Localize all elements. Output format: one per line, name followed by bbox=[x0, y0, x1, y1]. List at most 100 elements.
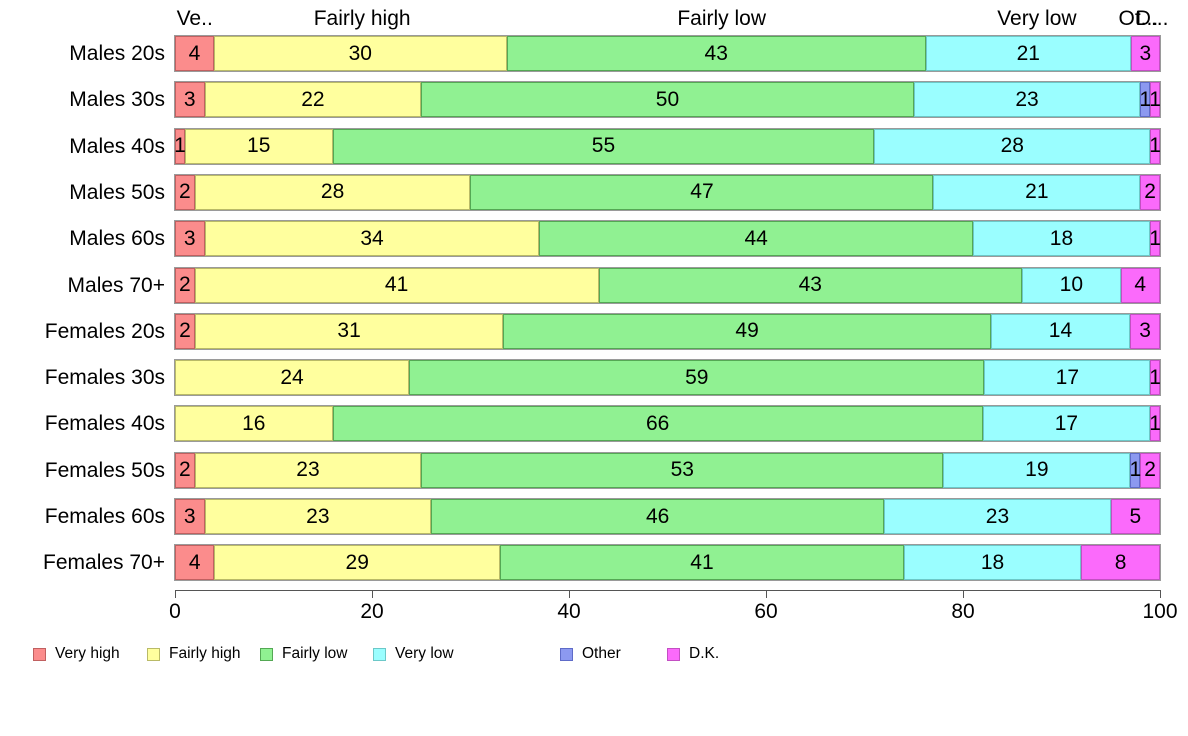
bar-segment-other[interactable]: 1 bbox=[1130, 452, 1141, 488]
category-label: Females 40s bbox=[44, 412, 165, 436]
x-axis-tick-label: 60 bbox=[754, 600, 778, 623]
legend-swatch-icon bbox=[560, 647, 573, 661]
bar-segment-fairly-low[interactable]: 41 bbox=[500, 545, 904, 581]
bar-segment-very-low[interactable]: 18 bbox=[972, 221, 1151, 257]
bar-segment-very-high[interactable]: 4 bbox=[175, 36, 214, 71]
bar-segment-fairly-low[interactable]: 49 bbox=[503, 313, 991, 349]
bar-segment-very-low[interactable]: 23 bbox=[913, 82, 1141, 118]
bar-segment-very-high[interactable]: 2 bbox=[175, 267, 195, 303]
legend-swatch-icon bbox=[147, 647, 160, 661]
segment-value-label: 4 bbox=[1134, 273, 1147, 296]
bar-segment-d-k[interactable]: 4 bbox=[1120, 267, 1160, 303]
bar-segment-fairly-high[interactable]: 41 bbox=[194, 267, 599, 303]
bar-segment-fairly-low[interactable]: 46 bbox=[431, 499, 885, 534]
legend-item-fairly-low[interactable]: Fairly low bbox=[260, 645, 347, 662]
bar-segment-d-k[interactable]: 2 bbox=[1140, 452, 1160, 488]
bar-segment-fairly-high[interactable]: 23 bbox=[194, 452, 422, 488]
bar-segment-fairly-low[interactable]: 43 bbox=[506, 36, 926, 71]
x-axis-tick-label: 80 bbox=[951, 600, 975, 623]
segment-value-label: 46 bbox=[645, 504, 670, 528]
bar-segment-fairly-high[interactable]: 31 bbox=[194, 313, 504, 349]
legend-item-other[interactable]: Other bbox=[560, 645, 621, 662]
segment-value-label: 3 bbox=[183, 226, 196, 250]
bar-segment-fairly-low[interactable]: 43 bbox=[598, 267, 1023, 303]
bar-segment-fairly-high[interactable]: 23 bbox=[204, 499, 432, 534]
segment-value-label: 23 bbox=[306, 504, 330, 528]
bar-segment-fairly-low[interactable]: 53 bbox=[421, 452, 944, 488]
legend-item-very-high[interactable]: Very high bbox=[33, 645, 120, 662]
bar-row: 2 23 53 19 1 2 bbox=[174, 451, 1161, 489]
bar-segment-d-k[interactable]: 3 bbox=[1130, 313, 1160, 349]
bar-segment-fairly-high[interactable]: 24 bbox=[175, 360, 410, 396]
segment-value-label: 15 bbox=[247, 134, 271, 158]
x-axis-tick bbox=[1160, 590, 1161, 598]
bar-segment-d-k[interactable]: 1 bbox=[1149, 406, 1161, 442]
bar-segment-fairly-low[interactable]: 66 bbox=[332, 406, 983, 442]
legend-swatch-icon bbox=[260, 647, 273, 661]
x-axis-tick bbox=[569, 590, 570, 598]
bar-segment-very-high[interactable]: 4 bbox=[175, 545, 215, 581]
bar-segment-very-high[interactable]: 1 bbox=[174, 128, 186, 164]
segment-value-label: 23 bbox=[1015, 87, 1039, 111]
bar-segment-fairly-low[interactable]: 55 bbox=[332, 128, 875, 164]
bar-segment-d-k[interactable]: 2 bbox=[1140, 174, 1160, 210]
bar-segment-very-low[interactable]: 17 bbox=[982, 406, 1151, 442]
bar-segment-very-low[interactable]: 17 bbox=[984, 360, 1151, 396]
bar-segment-fairly-low[interactable]: 47 bbox=[470, 174, 934, 210]
bar-row: 16 66 17 1 bbox=[174, 405, 1161, 443]
bar-segment-very-low[interactable]: 21 bbox=[925, 36, 1131, 71]
segment-value-label: 16 bbox=[242, 411, 266, 435]
bar-segment-fairly-high[interactable]: 34 bbox=[204, 221, 540, 257]
bar-segment-fairly-low[interactable]: 44 bbox=[539, 221, 973, 257]
segment-value-label: 2 bbox=[179, 273, 191, 296]
bar-segment-very-low[interactable]: 28 bbox=[874, 128, 1151, 164]
bar-segment-d-k[interactable]: 5 bbox=[1110, 499, 1160, 534]
bar-segment-fairly-low[interactable]: 59 bbox=[409, 360, 985, 396]
bar-segment-very-high[interactable]: 3 bbox=[175, 499, 205, 534]
bar-segment-d-k[interactable]: 8 bbox=[1081, 545, 1160, 581]
bar-segment-very-low[interactable]: 10 bbox=[1022, 267, 1121, 303]
segment-value-label: 18 bbox=[980, 550, 1005, 574]
bar-segment-fairly-high[interactable]: 30 bbox=[214, 36, 507, 71]
bar-segment-very-low[interactable]: 18 bbox=[903, 545, 1082, 581]
segment-value-label: 10 bbox=[1059, 273, 1083, 296]
bar-segment-d-k[interactable]: 3 bbox=[1130, 36, 1160, 71]
bar-segment-fairly-high[interactable]: 16 bbox=[175, 406, 333, 442]
category-label: Males 60s bbox=[69, 227, 165, 251]
bar-segment-very-low[interactable]: 23 bbox=[884, 499, 1111, 534]
bar-segment-fairly-high[interactable]: 22 bbox=[204, 82, 422, 118]
segment-value-label: 53 bbox=[670, 458, 694, 482]
bar-segment-d-k[interactable]: 1 bbox=[1149, 221, 1161, 257]
bar-segment-fairly-low[interactable]: 50 bbox=[421, 82, 914, 118]
bar-segment-very-high[interactable]: 2 bbox=[175, 313, 195, 349]
bar-segment-fairly-high[interactable]: 29 bbox=[214, 545, 501, 581]
x-axis-line bbox=[175, 590, 1160, 591]
segment-value-label: 23 bbox=[296, 458, 320, 482]
segment-value-label: 3 bbox=[1139, 41, 1152, 65]
bar-segment-very-high[interactable]: 2 bbox=[175, 174, 195, 210]
category-label: Males 30s bbox=[69, 88, 165, 112]
bar-segment-very-low[interactable]: 21 bbox=[933, 174, 1141, 210]
category-label: Males 70+ bbox=[67, 273, 165, 297]
bar-row: 24 59 17 1 bbox=[174, 359, 1161, 397]
bar-segment-other[interactable]: 1 bbox=[1139, 82, 1151, 118]
segment-value-label: 41 bbox=[384, 273, 409, 296]
legend-label: Other bbox=[582, 645, 621, 662]
bar-segment-very-high[interactable]: 2 bbox=[175, 452, 195, 488]
bar-segment-d-k[interactable]: 1 bbox=[1149, 360, 1161, 396]
bar-segment-very-high[interactable]: 3 bbox=[175, 221, 205, 257]
legend-item-fairly-high[interactable]: Fairly high bbox=[147, 645, 241, 662]
bar-segment-fairly-high[interactable]: 28 bbox=[194, 174, 471, 210]
segment-value-label: 3 bbox=[183, 504, 196, 528]
bar-segment-very-high[interactable]: 3 bbox=[175, 82, 205, 118]
bar-segment-d-k[interactable]: 1 bbox=[1149, 82, 1161, 118]
bar-segment-very-low[interactable]: 14 bbox=[990, 313, 1131, 349]
bar-segment-d-k[interactable]: 1 bbox=[1149, 128, 1161, 164]
bar-segment-fairly-high[interactable]: 15 bbox=[184, 128, 333, 164]
legend-item-very-low[interactable]: Very low bbox=[373, 645, 454, 662]
legend-item-d-k[interactable]: D.K. bbox=[667, 645, 719, 662]
segment-value-label: 14 bbox=[1048, 319, 1073, 343]
bar-row: 4 30 43 21 3 bbox=[174, 35, 1161, 72]
bar-segment-very-low[interactable]: 19 bbox=[943, 452, 1131, 488]
